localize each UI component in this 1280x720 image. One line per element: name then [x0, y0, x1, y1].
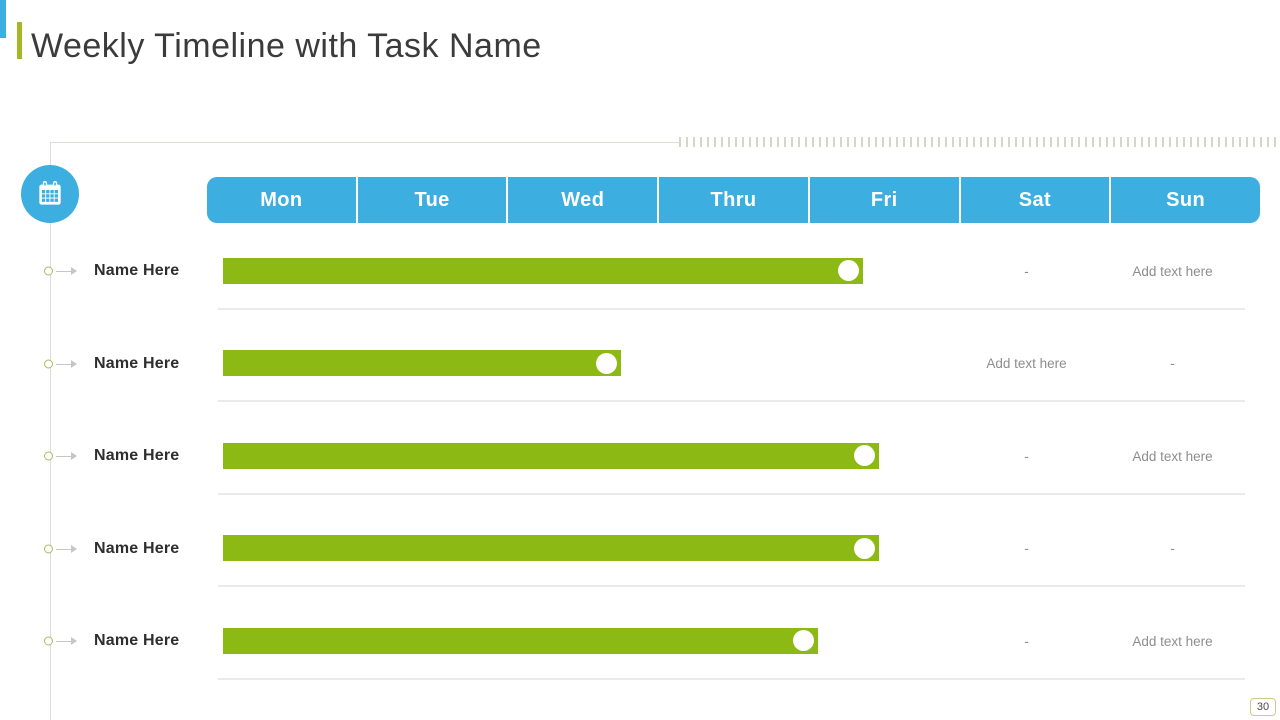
arrow-line-icon — [56, 363, 71, 365]
circle-node-icon — [44, 544, 53, 554]
task-bar — [223, 535, 879, 562]
calendar-icon — [21, 165, 79, 223]
perforation-ticks — [679, 137, 1280, 147]
white-circle-icon — [854, 445, 875, 467]
task-bar — [223, 442, 879, 469]
day-header-sun: Sun — [1111, 177, 1260, 223]
task-name-label[interactable]: Name Here — [94, 354, 180, 372]
white-circle-icon — [793, 630, 814, 652]
row-divider — [218, 585, 1245, 588]
sun-cell-text[interactable]: - — [1170, 356, 1175, 372]
circle-node-icon — [44, 451, 53, 461]
task-bar — [223, 350, 621, 377]
arrow-head-icon — [71, 637, 77, 646]
sat-cell-text[interactable]: - — [1024, 448, 1029, 464]
day-header-tue: Tue — [357, 177, 509, 223]
circle-node-icon — [44, 359, 53, 369]
day-header-fri: Fri — [809, 177, 961, 223]
row-divider — [218, 307, 1245, 310]
task-name-label[interactable]: Name Here — [94, 262, 180, 280]
task-row: Name Here - Add text here — [0, 410, 1280, 503]
task-row: Name Here - - — [0, 502, 1280, 595]
task-bar — [223, 257, 863, 284]
task-name-label[interactable]: Name Here — [94, 447, 180, 465]
sat-cell-text[interactable]: - — [1024, 633, 1029, 649]
arrow-line-icon — [56, 641, 71, 643]
row-divider — [218, 677, 1245, 680]
task-name-label[interactable]: Name Here — [94, 632, 180, 650]
arrow-head-icon — [71, 452, 77, 461]
arrow-line-icon — [56, 548, 71, 550]
task-row: Name Here Add text here - — [0, 317, 1280, 410]
arrow-line-icon — [56, 271, 71, 273]
page-number-badge: 30 — [1250, 698, 1276, 716]
title-accent-green-bar — [17, 22, 22, 59]
arrow-head-icon — [71, 267, 77, 276]
sat-cell-text[interactable]: - — [1024, 263, 1029, 279]
white-circle-icon — [854, 537, 875, 559]
arrow-line-icon — [56, 456, 71, 458]
sun-cell-text[interactable]: - — [1170, 541, 1175, 557]
day-header-sat: Sat — [960, 177, 1112, 223]
task-bar — [223, 627, 818, 654]
task-row: Name Here - Add text here — [0, 595, 1280, 688]
task-row: Name Here - Add text here — [0, 225, 1280, 318]
sun-cell-text[interactable]: Add text here — [1132, 633, 1213, 649]
arrow-head-icon — [71, 544, 77, 553]
timeline-vertical-line — [50, 142, 51, 720]
timeline-horizontal-line — [50, 142, 679, 143]
white-circle-icon — [838, 260, 859, 282]
page-title: Weekly Timeline with Task Name — [31, 27, 542, 65]
day-header-row: Mon Tue Wed Thru Fri Sat Sun — [207, 177, 1260, 223]
sun-cell-text[interactable]: Add text here — [1132, 263, 1213, 279]
circle-node-icon — [44, 636, 53, 646]
calendar-glyph — [39, 180, 61, 205]
row-divider — [218, 400, 1245, 403]
arrow-head-icon — [71, 359, 77, 368]
circle-node-icon — [44, 266, 53, 276]
row-divider — [218, 492, 1245, 495]
sun-cell-text[interactable]: Add text here — [1132, 448, 1213, 464]
task-name-label[interactable]: Name Here — [94, 539, 180, 557]
day-header-mon: Mon — [207, 177, 358, 223]
day-header-thru: Thru — [659, 177, 810, 223]
title-accent-blue-bar — [0, 0, 6, 38]
white-circle-icon — [596, 352, 617, 374]
sat-cell-text[interactable]: - — [1024, 541, 1029, 557]
day-header-wed: Wed — [508, 177, 660, 223]
sat-cell-text[interactable]: Add text here — [986, 356, 1067, 372]
